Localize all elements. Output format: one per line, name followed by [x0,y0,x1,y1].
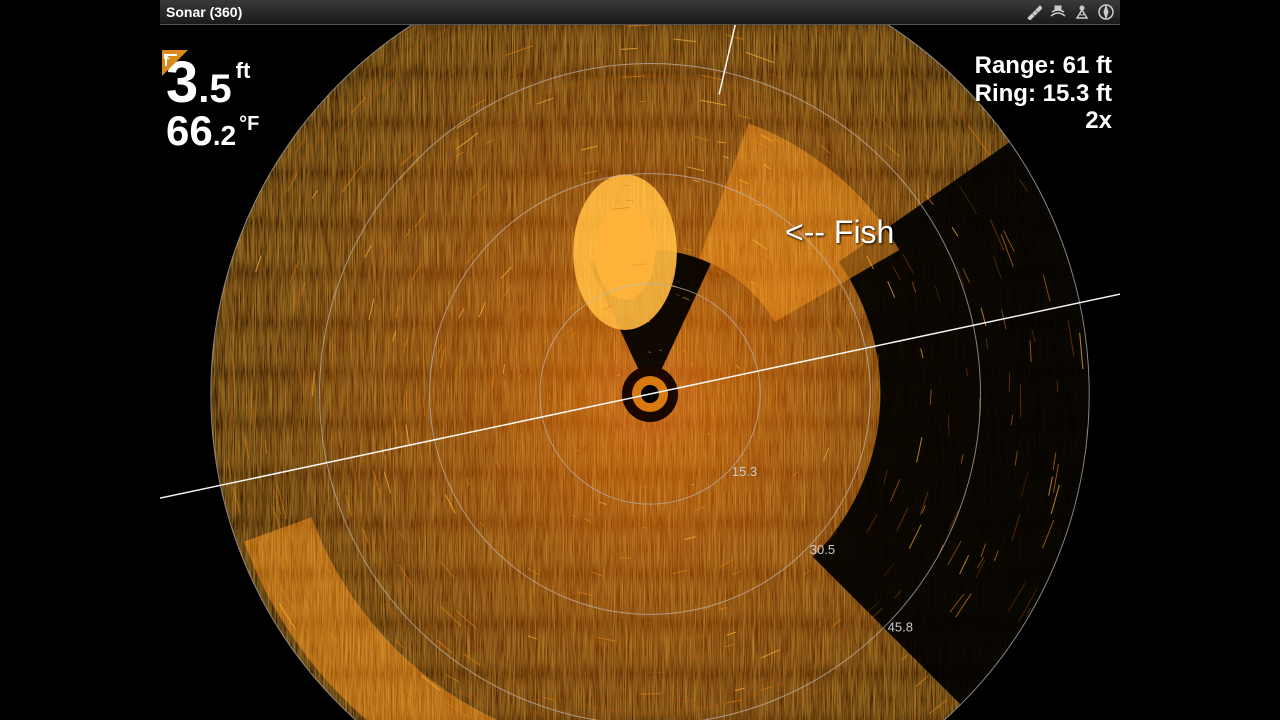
temp-decimal: 2 [221,122,237,150]
zoom-readout: 2x [975,107,1112,135]
temp-dot: . [213,122,221,150]
corner-arrow-icon [162,50,188,76]
temp-unit: °F [239,114,259,134]
ring-readout: Ring: 15.3 ft [975,80,1112,108]
depth-unit: ft [236,60,251,82]
depth-dot: . [198,69,209,109]
status-icons [1026,4,1114,20]
titlebar: Sonar (360) [160,0,1120,25]
depth-decimal: 5 [209,69,231,109]
window-title: Sonar (360) [166,4,242,20]
sonar-display[interactable]: 15.3 30.5 45.8 3 . 5 ft 66 . 2 °F Range: 6… [160,24,1120,720]
fish-annotation: <-- Fish [785,214,894,251]
satellite-icon [1026,4,1042,20]
transducer-icon [1050,4,1066,20]
ring-value: 15.3 ft [1043,80,1112,107]
temperature-readout: 66 . 2 °F [166,110,259,152]
range-label: Range: [975,52,1056,79]
svg-text:45.8: 45.8 [888,620,913,635]
svg-text:15.3: 15.3 [732,464,757,479]
readout-top-left: 3 . 5 ft 66 . 2 °F [166,54,259,152]
sonar-viewport: Sonar (360) 15.3 30.5 45.8 3 . 5 ft 66 . 2… [160,0,1120,720]
temp-integer: 66 [166,110,213,152]
svg-text:30.5: 30.5 [810,542,835,557]
letterbox-right [1120,0,1280,720]
range-readout: Range: 61 ft [975,52,1112,80]
sonar-beam-icon [1074,4,1090,20]
readout-top-right: Range: 61 ft Ring: 15.3 ft 2x [975,52,1112,135]
compass-icon [1098,4,1114,20]
ring-label: Ring: [975,80,1036,107]
letterbox-left [0,0,160,720]
range-value: 61 ft [1063,52,1112,79]
